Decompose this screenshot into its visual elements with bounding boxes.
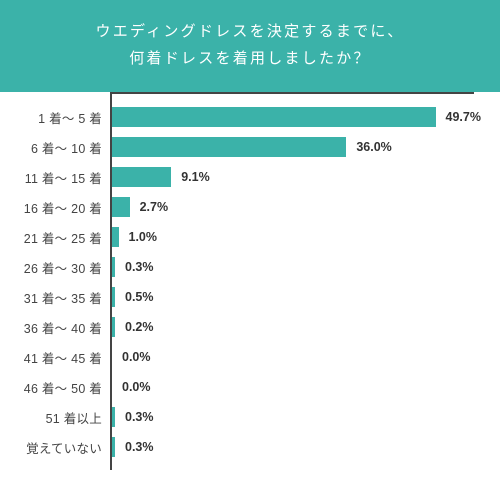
- category-label: 1 着～ 5 着: [8, 108, 110, 127]
- bar-wrap: 36.0%: [112, 137, 470, 157]
- value-label: 0.0%: [112, 377, 151, 397]
- bar-wrap: 0.3%: [112, 257, 470, 277]
- chart-title-band: ウエディングドレスを決定するまでに、 何着ドレスを着用しましたか？: [0, 0, 500, 92]
- bar-wrap: 0.3%: [112, 407, 470, 427]
- category-label: 31 着～ 35 着: [8, 288, 110, 307]
- category-label: 6 着～ 10 着: [8, 138, 110, 157]
- value-label: 1.0%: [119, 227, 158, 247]
- value-label: 0.0%: [112, 347, 151, 367]
- bar-wrap: 0.3%: [112, 437, 470, 457]
- value-label: 2.7%: [130, 197, 169, 217]
- chart-area: 1 着～ 5 着49.7%6 着～ 10 着36.0%11 着～ 15 着9.1…: [0, 92, 500, 462]
- value-label: 9.1%: [171, 167, 210, 187]
- chart-row: 11 着～ 15 着 9.1%: [8, 162, 470, 192]
- chart-row: 16 着～ 20 着 2.7%: [8, 192, 470, 222]
- bar: [112, 137, 346, 157]
- bar-wrap: 0.0%: [112, 377, 470, 397]
- chart-row: 41 着～ 45 着0.0%: [8, 342, 470, 372]
- value-label: 36.0%: [346, 137, 391, 157]
- category-label: 51 着以上: [8, 408, 110, 427]
- chart-row: 51 着以上 0.3%: [8, 402, 470, 432]
- chart-row: 36 着～ 40 着 0.2%: [8, 312, 470, 342]
- bar: [112, 167, 171, 187]
- chart-row: 21 着～ 25 着 1.0%: [8, 222, 470, 252]
- value-label: 0.3%: [115, 257, 154, 277]
- bar-wrap: 49.7%: [112, 107, 470, 127]
- bar-wrap: 1.0%: [112, 227, 470, 247]
- bar: [112, 107, 436, 127]
- chart-rows: 1 着～ 5 着49.7%6 着～ 10 着36.0%11 着～ 15 着9.1…: [8, 92, 470, 462]
- chart-row: 26 着～ 30 着 0.3%: [8, 252, 470, 282]
- chart-row: 46 着～ 50 着0.0%: [8, 372, 470, 402]
- bar: [112, 197, 130, 217]
- category-label: 覚えていない: [8, 438, 110, 457]
- category-label: 11 着～ 15 着: [8, 168, 110, 187]
- chart-title-line2: 何着ドレスを着用しましたか？: [10, 45, 490, 72]
- value-label: 49.7%: [436, 107, 481, 127]
- chart-row: 覚えていない 0.3%: [8, 432, 470, 462]
- chart-row: 1 着～ 5 着49.7%: [8, 102, 470, 132]
- bar-wrap: 2.7%: [112, 197, 470, 217]
- chart-row: 31 着～ 35 着 0.5%: [8, 282, 470, 312]
- chart-title-line1: ウエディングドレスを決定するまでに、: [10, 18, 490, 45]
- category-label: 16 着～ 20 着: [8, 198, 110, 217]
- bar-wrap: 0.2%: [112, 317, 470, 337]
- category-label: 46 着～ 50 着: [8, 378, 110, 397]
- category-label: 36 着～ 40 着: [8, 318, 110, 337]
- category-label: 41 着～ 45 着: [8, 348, 110, 367]
- category-label: 21 着～ 25 着: [8, 228, 110, 247]
- bar-wrap: 9.1%: [112, 167, 470, 187]
- value-label: 0.3%: [115, 407, 154, 427]
- value-label: 0.2%: [115, 317, 154, 337]
- value-label: 0.5%: [115, 287, 154, 307]
- chart-row: 6 着～ 10 着 36.0%: [8, 132, 470, 162]
- value-label: 0.3%: [115, 437, 154, 457]
- bar-wrap: 0.5%: [112, 287, 470, 307]
- bar-wrap: 0.0%: [112, 347, 470, 367]
- category-label: 26 着～ 30 着: [8, 258, 110, 277]
